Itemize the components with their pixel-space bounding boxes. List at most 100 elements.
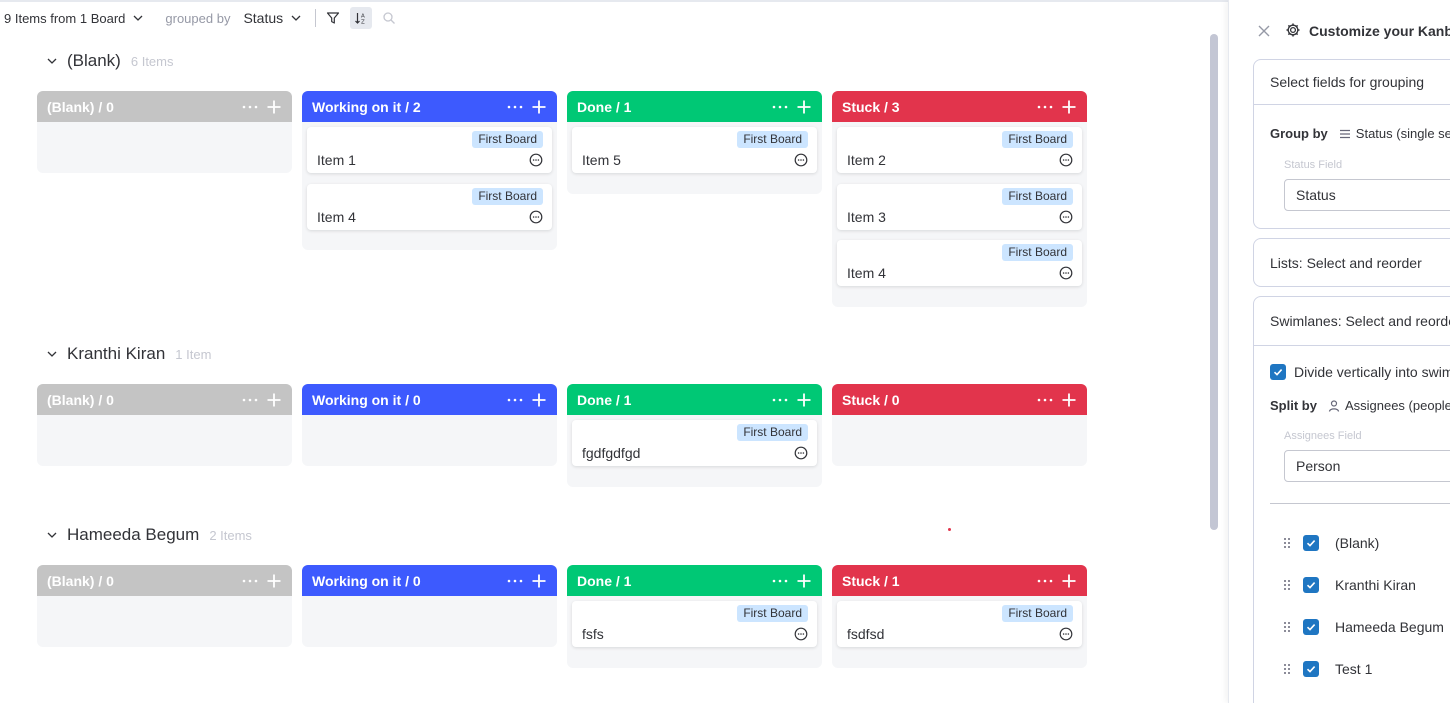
add-item-icon[interactable] bbox=[266, 392, 282, 408]
column-header: Done / 1 bbox=[567, 91, 822, 122]
add-item-icon[interactable] bbox=[1061, 99, 1077, 115]
kanban-column-stuck: Stuck / 3 First Board Item 2 First Board Ite… bbox=[832, 91, 1087, 307]
add-item-icon[interactable] bbox=[266, 573, 282, 589]
group-name[interactable]: Kranthi Kiran bbox=[67, 344, 166, 363]
more-options-icon[interactable] bbox=[240, 392, 260, 408]
assignees-field-label: Assignees Field bbox=[1284, 430, 1362, 442]
more-options-icon[interactable] bbox=[1035, 99, 1055, 115]
more-options-icon[interactable] bbox=[505, 392, 525, 408]
card-title: Item 4 bbox=[317, 208, 356, 225]
comment-icon[interactable] bbox=[794, 446, 808, 460]
add-item-icon[interactable] bbox=[531, 99, 547, 115]
more-options-icon[interactable] bbox=[240, 99, 260, 115]
add-item-icon[interactable] bbox=[1061, 573, 1077, 589]
kanban-card[interactable]: First Board fsdfsd bbox=[837, 601, 1082, 647]
drag-handle-icon[interactable] bbox=[1282, 620, 1292, 634]
more-options-icon[interactable] bbox=[1035, 573, 1055, 589]
column-title: (Blank) / 0 bbox=[47, 98, 114, 115]
add-item-icon[interactable] bbox=[531, 392, 547, 408]
drag-handle-icon[interactable] bbox=[1282, 578, 1292, 592]
kanban-card[interactable]: First Board Item 3 bbox=[837, 183, 1082, 230]
comment-icon[interactable] bbox=[794, 627, 808, 641]
kanban-card[interactable]: First Board Item 4 bbox=[307, 183, 552, 230]
drag-handle-icon[interactable] bbox=[1282, 662, 1292, 676]
column-title: Stuck / 1 bbox=[842, 572, 900, 589]
lists-header[interactable]: Lists: Select and reorder bbox=[1270, 254, 1422, 271]
column-header: Stuck / 1 bbox=[832, 565, 1087, 596]
swimlane-item[interactable]: Test 1 bbox=[1282, 661, 1372, 677]
column-header: (Blank) / 0 bbox=[37, 384, 292, 415]
divide-swimlanes-row[interactable]: Divide vertically into swimlanes bbox=[1270, 364, 1450, 380]
chevron-down-icon[interactable] bbox=[289, 11, 303, 25]
board-badge: First Board bbox=[737, 131, 808, 148]
group-by-value[interactable]: Status (single select) bbox=[1355, 126, 1450, 141]
svg-text:Z: Z bbox=[361, 20, 365, 26]
split-by-value[interactable]: Assignees (people) bbox=[1344, 398, 1450, 413]
kanban-column-working-on-it: Working on it / 0 bbox=[302, 384, 557, 466]
group-count: 6 Items bbox=[130, 53, 174, 69]
more-options-icon[interactable] bbox=[770, 392, 790, 408]
group-name[interactable]: Hameeda Begum bbox=[67, 525, 200, 544]
comment-icon[interactable] bbox=[529, 153, 543, 167]
chevron-down-icon[interactable] bbox=[46, 529, 58, 541]
swimlane-checkbox[interactable] bbox=[1303, 661, 1319, 677]
grouping-header[interactable]: Select fields for grouping bbox=[1254, 60, 1450, 105]
comment-icon[interactable] bbox=[1059, 153, 1073, 167]
vertical-scrollbar[interactable] bbox=[1210, 34, 1218, 530]
kanban-card[interactable]: First Board Item 1 bbox=[307, 127, 552, 173]
drag-handle-icon[interactable] bbox=[1282, 536, 1292, 550]
more-options-icon[interactable] bbox=[505, 99, 525, 115]
close-icon[interactable] bbox=[1257, 24, 1271, 38]
swimlanes-section: Swimlanes: Select and reorder Divide ver… bbox=[1253, 296, 1450, 703]
chevron-down-icon[interactable] bbox=[131, 11, 145, 25]
swimlane-item[interactable]: (Blank) bbox=[1282, 535, 1379, 551]
column-header: Working on it / 0 bbox=[302, 565, 557, 596]
more-options-icon[interactable] bbox=[770, 573, 790, 589]
column-title: Working on it / 2 bbox=[312, 98, 421, 115]
more-options-icon[interactable] bbox=[240, 573, 260, 589]
add-item-icon[interactable] bbox=[266, 99, 282, 115]
swimlane-checkbox[interactable] bbox=[1303, 577, 1319, 593]
add-item-icon[interactable] bbox=[1061, 392, 1077, 408]
swimlane-checkbox[interactable] bbox=[1303, 619, 1319, 635]
assignees-field-select[interactable]: Person bbox=[1284, 450, 1450, 482]
grouped-by-value[interactable]: Status bbox=[243, 10, 284, 26]
chevron-down-icon[interactable] bbox=[46, 348, 58, 360]
search-button[interactable] bbox=[378, 7, 400, 29]
status-field-label: Status Field bbox=[1284, 159, 1343, 171]
kanban-card[interactable]: First Board Item 2 bbox=[837, 127, 1082, 173]
swimlanes-header[interactable]: Swimlanes: Select and reorder bbox=[1254, 297, 1450, 346]
filter-button[interactable] bbox=[322, 7, 344, 29]
kanban-card[interactable]: First Board fsfs bbox=[572, 601, 817, 647]
add-item-icon[interactable] bbox=[796, 392, 812, 408]
status-field-select[interactable]: Status bbox=[1284, 179, 1450, 211]
swimlane-item[interactable]: Hameeda Begum bbox=[1282, 619, 1444, 635]
divide-checkbox[interactable] bbox=[1270, 364, 1286, 380]
comment-icon[interactable] bbox=[529, 210, 543, 224]
comment-icon[interactable] bbox=[1059, 210, 1073, 224]
chevron-down-icon[interactable] bbox=[46, 55, 58, 67]
comment-icon[interactable] bbox=[1059, 627, 1073, 641]
items-summary[interactable]: 9 Items from 1 Board bbox=[4, 10, 126, 26]
card-title: fsfs bbox=[582, 626, 604, 642]
column-title: Working on it / 0 bbox=[312, 391, 421, 408]
add-item-icon[interactable] bbox=[531, 573, 547, 589]
comment-icon[interactable] bbox=[794, 153, 808, 167]
add-item-icon[interactable] bbox=[796, 573, 812, 589]
swimlane-item[interactable]: Kranthi Kiran bbox=[1282, 577, 1416, 593]
more-options-icon[interactable] bbox=[770, 99, 790, 115]
add-item-icon[interactable] bbox=[796, 99, 812, 115]
sort-icon: AZ bbox=[355, 13, 365, 26]
comment-icon[interactable] bbox=[1059, 266, 1073, 280]
kanban-column-stuck: Stuck / 1 First Board fsdfsd bbox=[832, 565, 1087, 668]
group-name[interactable]: (Blank) bbox=[67, 51, 121, 70]
swimlane-checkbox[interactable] bbox=[1303, 535, 1319, 551]
search-icon bbox=[383, 12, 396, 24]
kanban-card[interactable]: First Board fgdfgdfgd bbox=[572, 420, 817, 466]
board-badge: First Board bbox=[1002, 187, 1073, 205]
more-options-icon[interactable] bbox=[505, 573, 525, 589]
more-options-icon[interactable] bbox=[1035, 392, 1055, 408]
kanban-card[interactable]: First Board Item 4 bbox=[837, 240, 1082, 286]
kanban-card[interactable]: First Board Item 5 bbox=[572, 127, 817, 173]
